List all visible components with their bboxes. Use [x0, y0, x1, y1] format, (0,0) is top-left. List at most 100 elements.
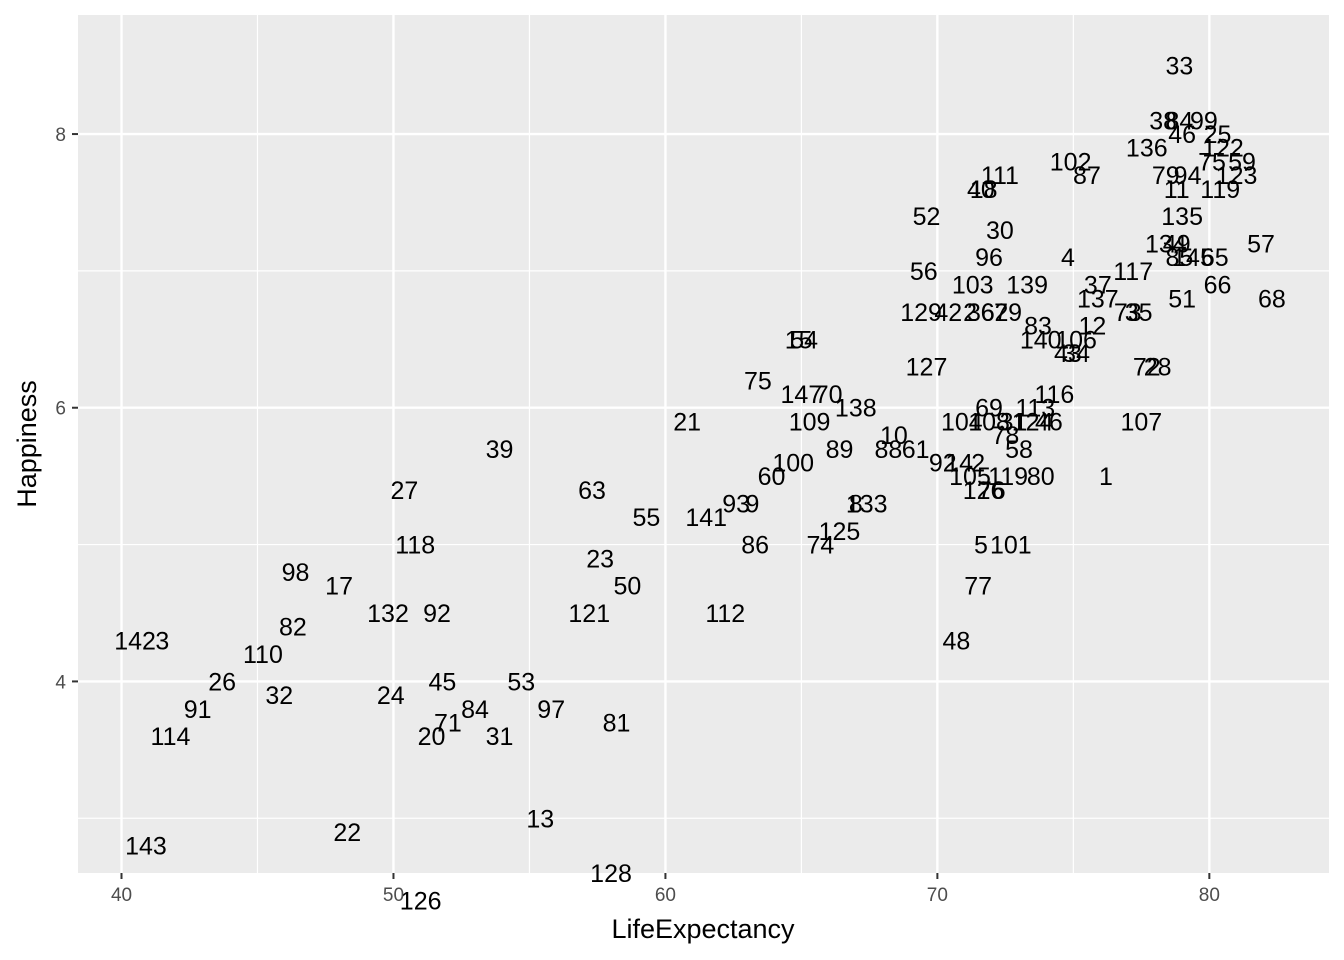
point-label: 50 — [613, 573, 641, 601]
point-label: 17 — [325, 573, 353, 601]
point-label: 127 — [906, 354, 948, 382]
point-label: 106 — [1055, 326, 1097, 354]
point-label: 27 — [390, 477, 418, 505]
x-tick-label: 60 — [655, 885, 676, 906]
point-label: 18 — [970, 176, 998, 204]
point-label: 119 — [1200, 176, 1240, 204]
point-label: 133 — [846, 491, 888, 519]
point-label: 105 — [949, 463, 991, 491]
point-label: 113 — [1015, 395, 1055, 423]
point-label: 80 — [1027, 463, 1055, 491]
point-label: 134 — [1145, 231, 1187, 259]
point-label: 35 — [1125, 299, 1153, 327]
point-label: 129 — [900, 299, 942, 327]
point-label: 107 — [1120, 408, 1162, 436]
point-label: 5 — [974, 532, 988, 560]
point-label: 69 — [975, 395, 1003, 423]
point-label: 10 — [880, 422, 908, 450]
point-label: 114 — [151, 723, 191, 751]
point-label: 76 — [978, 477, 1006, 505]
point-label: 9 — [745, 491, 759, 519]
point-label: 94 — [1174, 162, 1202, 190]
point-label: 108 — [968, 408, 1010, 436]
major-grid — [78, 15, 1329, 873]
point-label: 57 — [1247, 231, 1275, 259]
point-label: 116 — [1034, 381, 1074, 409]
point-label: 109 — [789, 408, 831, 436]
point-label: 89 — [826, 436, 854, 464]
point-label: 77 — [964, 573, 992, 601]
point-label: 45 — [429, 668, 457, 696]
point-label: 3 — [155, 627, 169, 655]
point-label: 125 — [819, 518, 861, 546]
point-label: 42 — [934, 299, 962, 327]
point-label: 24 — [377, 682, 405, 710]
point-label: 143 — [125, 833, 167, 861]
point-label: 118 — [395, 532, 435, 560]
x-tick-label: 50 — [383, 885, 404, 906]
x-tick-label: 40 — [111, 885, 132, 906]
point-label: 20 — [418, 723, 446, 751]
y-tick-label: 8 — [55, 125, 66, 146]
point-label: 100 — [772, 449, 814, 477]
point-label: 52 — [913, 203, 941, 231]
point-label: 139 — [1006, 272, 1048, 300]
point-label: 61 — [902, 436, 930, 464]
point-label: 31 — [486, 723, 514, 751]
point-label: 21 — [673, 408, 701, 436]
point-label: 1 — [1099, 463, 1113, 491]
x-axis-ticks: 40 50 60 70 80 — [111, 873, 1220, 906]
y-axis-ticks: 4 6 8 — [55, 125, 78, 693]
point-label: 23 — [586, 545, 614, 573]
point-label: 92 — [929, 449, 957, 477]
point-label: 112 — [705, 600, 745, 628]
point-label: 56 — [910, 258, 938, 286]
x-tick-label: 70 — [927, 885, 948, 906]
point-label: 46 — [1035, 408, 1063, 436]
point-label: 8 — [849, 491, 863, 519]
x-tick-label: 80 — [1199, 885, 1220, 906]
point-label: 93 — [722, 491, 750, 519]
point-label: 26 — [208, 668, 236, 696]
point-label: 2 — [963, 299, 977, 327]
point-label: 37 — [1084, 272, 1112, 300]
point-label: 119 — [988, 463, 1028, 491]
point-label: 73 — [1114, 299, 1142, 327]
y-tick-label: 4 — [55, 672, 66, 693]
point-label: 65 — [1201, 244, 1229, 272]
point-label: 88 — [875, 436, 903, 464]
x-axis-title: LifeExpectancy — [611, 914, 795, 944]
point-label: 33 — [1166, 53, 1194, 81]
point-label: 60 — [758, 463, 786, 491]
point-label: 79 — [1152, 162, 1180, 190]
point-label: 43 — [1054, 340, 1082, 368]
point-label: 54 — [790, 326, 818, 354]
point-label: 72 — [1133, 354, 1161, 382]
point-label: 34 — [1062, 340, 1090, 368]
point-label: 36 — [967, 299, 995, 327]
point-label: 39 — [486, 436, 514, 464]
point-label: 138 — [835, 395, 877, 423]
point-label: 126 — [963, 477, 1005, 505]
point-label: 11 — [1164, 176, 1190, 204]
point-label: 96 — [975, 244, 1003, 272]
point-label: 91 — [184, 696, 212, 724]
y-axis-title: Happiness — [12, 380, 42, 508]
point-label: 58 — [1005, 436, 1033, 464]
point-label: 123 — [1216, 162, 1258, 190]
point-label: 30 — [986, 217, 1014, 245]
point-label: 124 — [1012, 408, 1054, 436]
point-label: 25 — [1204, 121, 1232, 149]
point-label: 135 — [1161, 203, 1203, 231]
point-label: 32 — [265, 682, 293, 710]
point-label: 38 — [1149, 107, 1177, 135]
point-label: 79 — [994, 299, 1022, 327]
point-label: 121 — [568, 600, 610, 628]
point-label: 81 — [603, 709, 631, 737]
point-label: 4 — [1061, 244, 1075, 272]
point-label: 51 — [1168, 285, 1196, 313]
point-label: 82 — [279, 614, 307, 642]
point-label: 14 — [945, 449, 973, 477]
